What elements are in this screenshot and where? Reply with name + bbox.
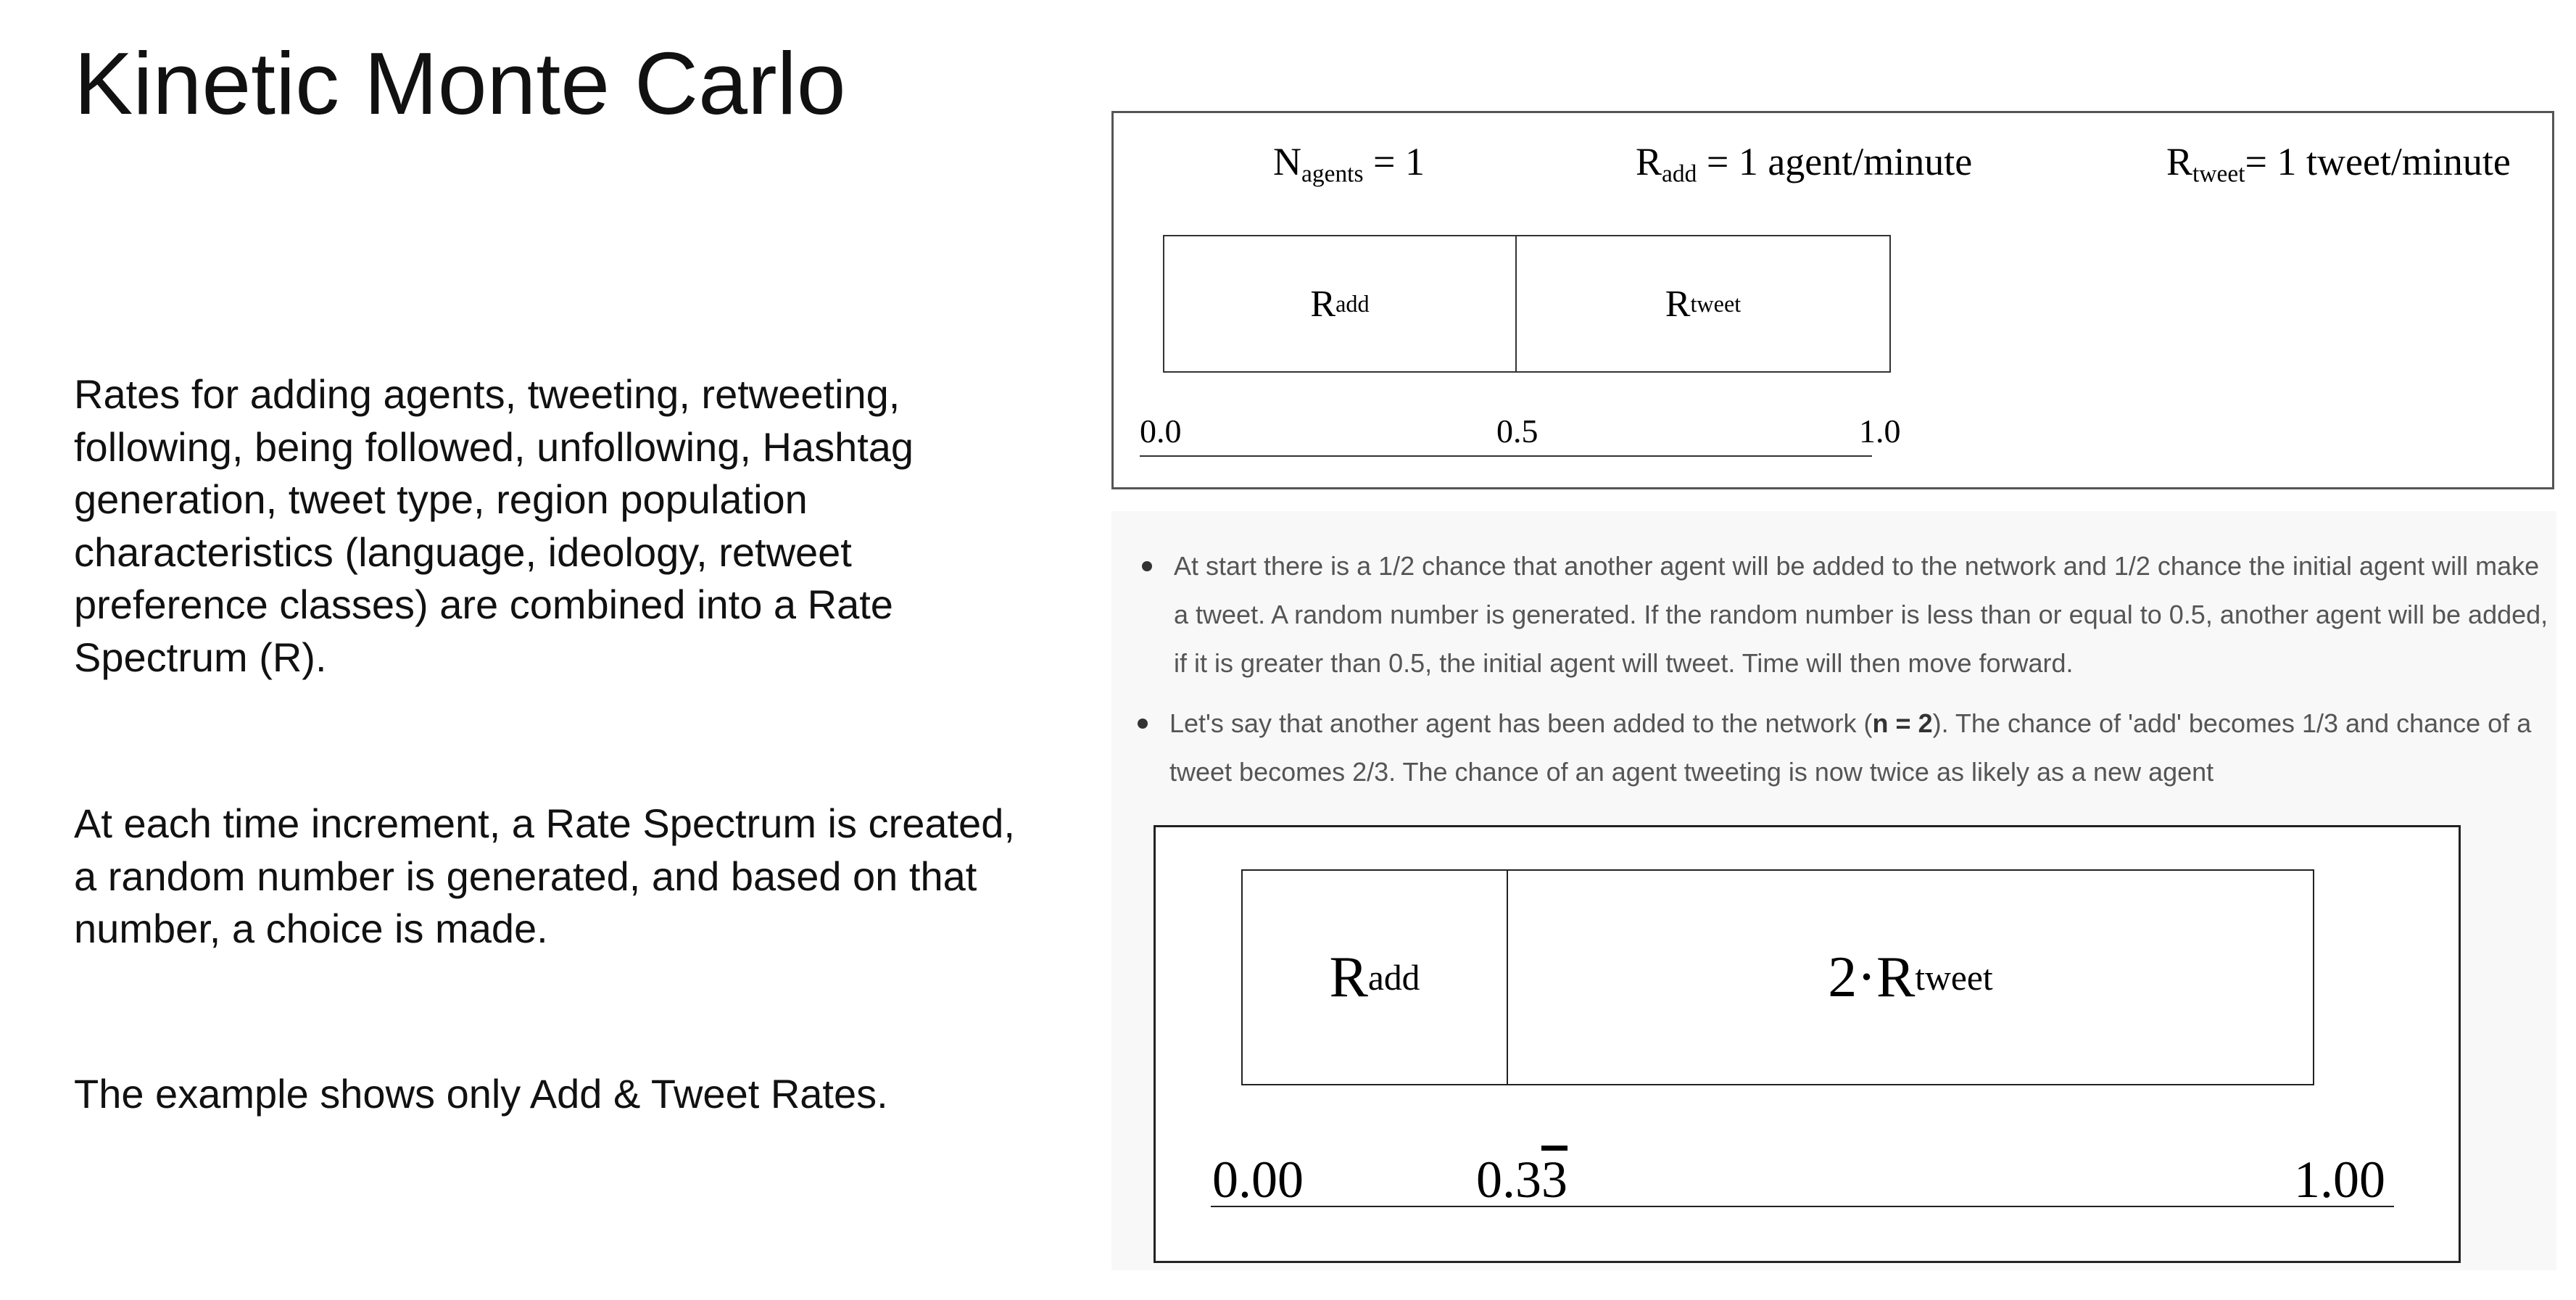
n-agents-label: Nagents = 1: [1273, 139, 1425, 188]
segment-r-add-subscript: add: [1335, 290, 1370, 317]
tick-label-end: 1.00: [2294, 1150, 2385, 1210]
r-tweet-rate-value: = 1 tweet/minute: [2245, 140, 2511, 183]
r-add-rate-subscript: add: [1662, 160, 1697, 188]
rate-spectrum-initial-figure: Nagents = 1 Radd = 1 agent/minute Rtweet…: [1111, 111, 2554, 489]
paragraph-time-increment-text: At each time increment, a Rate Spectrum …: [74, 800, 1015, 951]
paragraph-example-note-text: The example shows only Add & Tweet Rates…: [74, 1071, 888, 1117]
r-add-rate-label: Radd = 1 agent/minute: [1636, 139, 1972, 188]
segment-2-r-tweet-subscript: tweet: [1915, 957, 1993, 998]
bullet-second-agent-post: ). The chance of 'add' becomes 1/3 and c…: [1169, 708, 2532, 787]
axis-line: [1211, 1206, 2394, 1207]
paragraph-rates: Rates for adding agents, tweeting, retwe…: [74, 368, 1038, 684]
paragraph-rates-text: Rates for adding agents, tweeting, retwe…: [74, 371, 914, 680]
segment-r-add-subscript: add: [1367, 957, 1420, 998]
tick-label-mid: 0.5: [1496, 413, 1538, 450]
bullet-second-agent: Let's say that another agent has been ad…: [1130, 699, 2548, 796]
r-tweet-rate-subscript: tweet: [2192, 160, 2245, 188]
axis-line: [1140, 455, 1872, 457]
segment-2-r-tweet-symbol: R: [1876, 945, 1916, 1009]
tick-label-start: 0.0: [1140, 413, 1182, 450]
r-add-rate-value: = 1 agent/minute: [1697, 140, 1973, 183]
tick-label-end-value: 1.00: [2294, 1151, 2385, 1209]
paragraph-time-increment: At each time increment, a Rate Spectrum …: [74, 798, 1038, 956]
segment-r-tweet-symbol: R: [1665, 283, 1691, 325]
tick-label-start-value: 0.00: [1212, 1151, 1304, 1209]
segment-r-add-symbol: R: [1329, 945, 1368, 1009]
r-tweet-rate-symbol: R: [2166, 140, 2193, 183]
n-agents-subscript: agents: [1301, 160, 1364, 188]
bullet-dot: [1138, 719, 1148, 729]
slide-title: Kinetic Monte Carlo: [74, 34, 846, 133]
bullet-second-agent-pre: Let's say that another agent has been ad…: [1169, 708, 1873, 738]
tick-label-one-third-repeating-digit: 3: [1541, 1151, 1567, 1209]
paragraph-example-note: The example shows only Add & Tweet Rates…: [74, 1068, 1038, 1121]
tick-label-start: 0.00: [1212, 1150, 1304, 1210]
n-agents-symbol: N: [1273, 140, 1301, 183]
bullet-initial-chance: At start there is a 1/2 chance that anot…: [1135, 542, 2548, 687]
r-add-rate-symbol: R: [1636, 140, 1662, 183]
segment-r-add-symbol: R: [1310, 283, 1336, 325]
tick-label-end: 1.0: [1859, 413, 1901, 450]
explanation-bullets: At start there is a 1/2 chance that anot…: [1135, 542, 2548, 808]
tick-label-one-third-value: 0.3: [1476, 1151, 1541, 1209]
segment-r-tweet-subscript: tweet: [1690, 290, 1742, 317]
bullet-initial-chance-text: At start there is a 1/2 chance that anot…: [1174, 551, 2548, 678]
segment-2-r-tweet-prefix: 2·: [1828, 945, 1876, 1009]
tick-label-one-third: 0.33: [1476, 1150, 1567, 1210]
bullet-second-agent-bold: n = 2: [1872, 708, 1933, 738]
bullet-dot: [1142, 561, 1152, 571]
r-tweet-rate-label: Rtweet= 1 tweet/minute: [2166, 139, 2511, 188]
n-agents-value: = 1: [1363, 140, 1425, 183]
